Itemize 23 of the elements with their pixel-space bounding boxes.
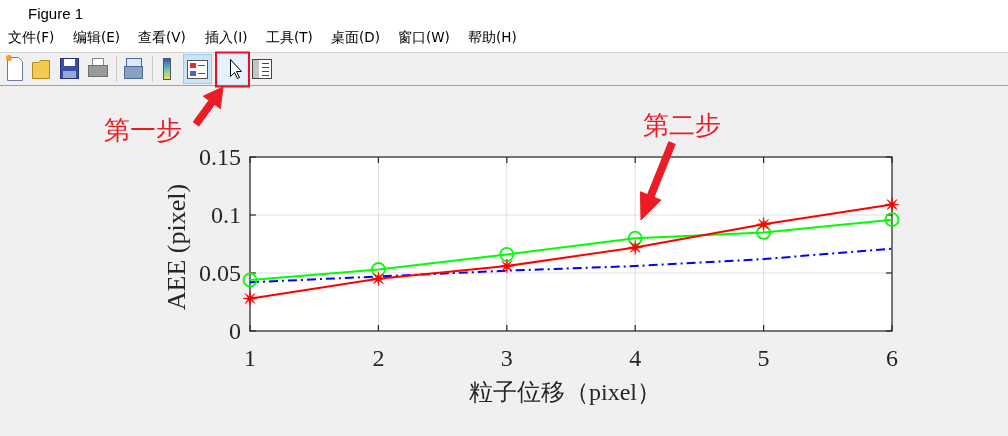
x-axis-title: 粒子位移（pixel） bbox=[469, 379, 661, 405]
y-tick-label: 0.1 bbox=[211, 202, 241, 228]
y-tick-label: 0.05 bbox=[199, 260, 241, 286]
x-tick-label: 4 bbox=[629, 345, 642, 371]
x-tick-label: 2 bbox=[372, 345, 385, 371]
x-tick-label: 6 bbox=[886, 345, 898, 371]
menu-item: 查看(V) bbox=[138, 29, 186, 45]
menu-item: 文件(F) bbox=[8, 29, 55, 45]
menu-item: 工具(T) bbox=[266, 29, 313, 45]
menu-item: 桌面(D) bbox=[331, 29, 380, 45]
x-tick-label: 3 bbox=[500, 345, 513, 371]
step-note: 第二步 bbox=[643, 110, 721, 140]
y-axis-title: AEE (pixel) bbox=[162, 183, 191, 311]
menu-item: 帮助(H) bbox=[468, 29, 517, 45]
menu-item: 插入(I) bbox=[205, 29, 248, 45]
y-tick-label: 0.15 bbox=[199, 144, 241, 170]
x-tick-label: 1 bbox=[244, 345, 256, 371]
menu-item: 编辑(E) bbox=[73, 29, 121, 45]
window-title: Figure 1 bbox=[28, 5, 84, 22]
x-tick-label: 5 bbox=[757, 345, 770, 371]
y-tick-label: 0 bbox=[229, 318, 241, 344]
step-note: 第一步 bbox=[104, 115, 182, 145]
menu-item: 窗口(W) bbox=[398, 29, 450, 45]
